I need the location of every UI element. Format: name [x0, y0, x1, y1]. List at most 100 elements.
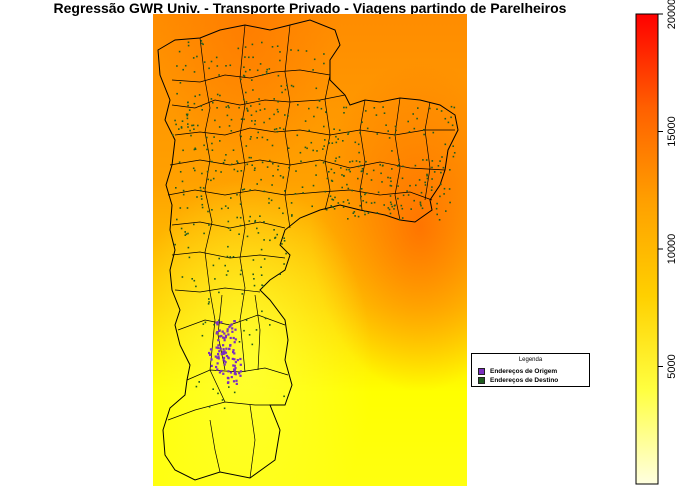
destination-point: [238, 233, 240, 235]
destination-point: [203, 232, 205, 235]
destination-point: [187, 101, 189, 104]
destination-point: [276, 108, 279, 111]
destination-point: [244, 46, 247, 48]
destination-point: [220, 171, 222, 173]
origin-point: [234, 328, 237, 331]
destination-point: [208, 406, 211, 408]
destination-point: [355, 160, 358, 162]
destination-point: [390, 185, 393, 187]
destination-point: [377, 191, 380, 194]
destination-point: [351, 160, 354, 163]
destination-point: [342, 206, 345, 208]
destination-point: [295, 170, 297, 172]
destination-point: [364, 210, 366, 213]
destination-point: [323, 62, 325, 65]
destination-point: [208, 224, 210, 226]
destination-point: [331, 198, 333, 201]
destination-point: [258, 98, 260, 100]
destination-point: [332, 206, 334, 208]
destination-point: [181, 120, 184, 122]
destination-point: [256, 183, 258, 185]
destination-point: [236, 170, 239, 173]
destination-point: [180, 127, 183, 129]
destination-point: [453, 106, 456, 109]
destination-point: [228, 106, 230, 109]
destination-point: [268, 202, 270, 204]
destination-point: [174, 119, 176, 122]
destination-point: [253, 278, 255, 280]
destination-point: [406, 190, 408, 192]
destination-point: [230, 118, 233, 121]
destination-point: [391, 168, 393, 170]
destination-point: [182, 68, 184, 71]
destination-point: [261, 161, 264, 164]
destination-point: [423, 133, 425, 136]
destination-point: [249, 215, 251, 218]
destination-point: [273, 229, 275, 231]
destination-point: [264, 317, 267, 320]
origin-point: [233, 352, 236, 355]
destination-point: [201, 334, 204, 337]
origin-point: [228, 326, 231, 329]
origin-point: [225, 347, 228, 350]
destination-point: [220, 207, 223, 210]
origin-point: [239, 363, 242, 366]
destination-point: [330, 179, 333, 182]
origin-point: [234, 373, 237, 376]
destination-point: [333, 172, 336, 174]
destination-point: [178, 161, 181, 163]
origin-point: [222, 358, 225, 361]
destination-point: [334, 160, 337, 162]
destination-point: [290, 202, 293, 204]
destination-point: [361, 170, 364, 172]
origin-point: [215, 365, 218, 369]
origin-point: [226, 330, 229, 333]
destination-point: [261, 310, 263, 313]
destination-point: [191, 278, 193, 280]
destination-point: [227, 207, 229, 209]
destination-point: [389, 177, 392, 179]
destination-point: [388, 208, 391, 211]
destination-point: [240, 269, 243, 272]
destination-point: [218, 319, 220, 322]
destination-point: [218, 74, 220, 76]
origin-point: [226, 328, 229, 331]
destination-point: [250, 156, 252, 159]
destination-point: [247, 110, 249, 112]
destination-point: [383, 112, 386, 114]
destination-point: [277, 165, 280, 167]
origin-point: [234, 338, 237, 341]
origin-point: [239, 374, 242, 377]
destination-point: [223, 407, 226, 410]
origin-point: [216, 323, 219, 326]
destination-point: [402, 194, 405, 197]
origin-point: [229, 371, 233, 374]
origin-point: [209, 353, 212, 356]
destination-point: [176, 218, 178, 221]
destination-point: [231, 163, 233, 166]
destination-point: [248, 156, 251, 159]
destination-point: [341, 186, 343, 189]
destination-point: [324, 190, 327, 193]
destination-point: [243, 118, 245, 121]
destination-point: [275, 128, 278, 130]
destination-point: [373, 201, 376, 204]
destination-point: [343, 106, 345, 109]
destination-point: [277, 74, 280, 77]
destination-point: [408, 131, 411, 133]
destination-point: [217, 392, 219, 395]
legend-item-origin: Endereços de Origem: [478, 367, 557, 375]
destination-point: [187, 246, 190, 249]
destination-point: [274, 237, 276, 239]
destination-point: [322, 148, 324, 150]
destination-point: [288, 166, 290, 169]
destination-point: [208, 298, 210, 300]
destination-point: [184, 231, 186, 233]
destination-point: [256, 227, 258, 230]
destination-point: [273, 128, 276, 131]
destination-point: [222, 161, 225, 164]
destination-point: [251, 164, 253, 166]
destination-point: [261, 74, 264, 76]
destination-point: [219, 94, 221, 97]
destination-point: [416, 117, 418, 120]
